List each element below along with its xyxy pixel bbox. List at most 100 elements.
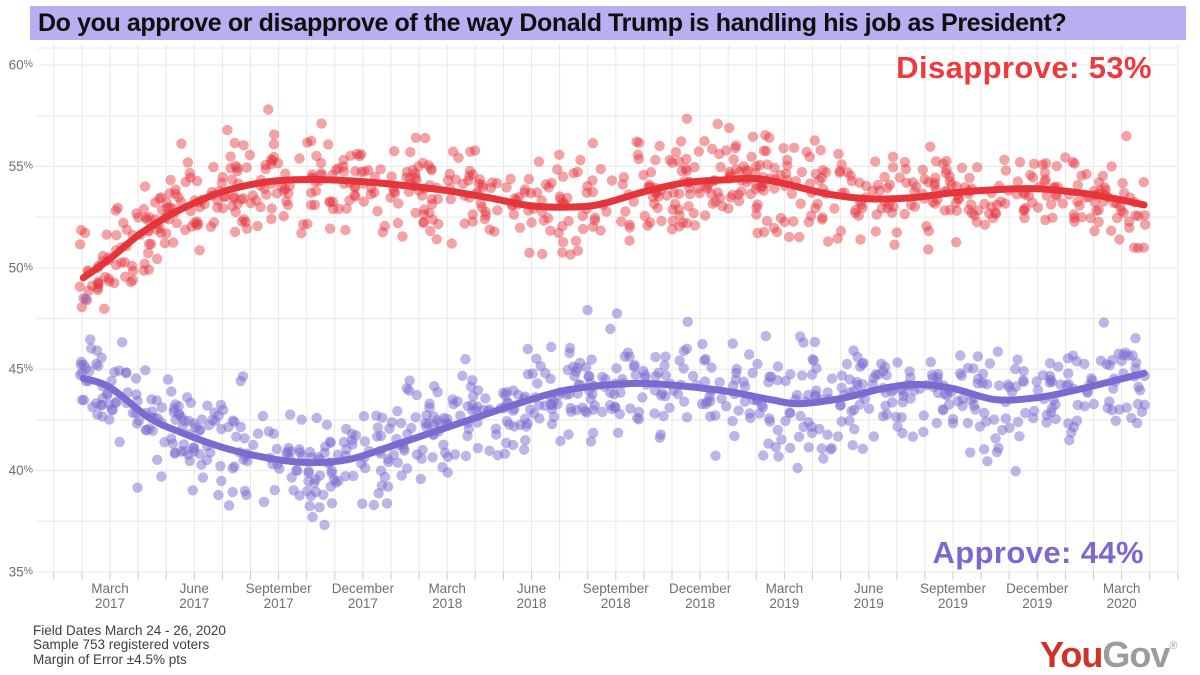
poll-dot bbox=[463, 175, 474, 186]
poll-dot bbox=[832, 233, 843, 244]
poll-dot bbox=[750, 184, 761, 195]
x-axis-tick-month: March bbox=[91, 581, 129, 596]
poll-dot bbox=[689, 162, 700, 173]
poll-dot bbox=[194, 245, 205, 256]
poll-dot bbox=[664, 402, 675, 413]
poll-dot bbox=[109, 367, 120, 378]
poll-dot bbox=[1098, 317, 1110, 328]
poll-dot bbox=[104, 414, 115, 425]
poll-dot bbox=[83, 285, 94, 296]
poll-dot bbox=[476, 202, 488, 213]
poll-dot bbox=[689, 220, 701, 231]
poll-dot bbox=[385, 192, 396, 203]
poll-dot bbox=[418, 209, 430, 220]
poll-metadata: Field Dates March 24 - 26, 2020 Sample 7… bbox=[33, 623, 226, 667]
poll-dot bbox=[294, 444, 305, 455]
poll-dot bbox=[446, 238, 457, 249]
poll-dot bbox=[798, 337, 809, 348]
poll-dot bbox=[1069, 216, 1080, 227]
poll-dot bbox=[870, 226, 881, 237]
poll-dot bbox=[457, 370, 468, 381]
poll-dot bbox=[751, 179, 762, 191]
poll-dot bbox=[103, 273, 114, 284]
poll-dot bbox=[681, 412, 693, 423]
poll-dot bbox=[465, 146, 476, 157]
poll-dot bbox=[872, 179, 884, 191]
poll-dot bbox=[156, 192, 167, 203]
poll-dot bbox=[581, 362, 592, 373]
chart-title-banner: Do you approve or disapprove of the way … bbox=[30, 6, 1186, 40]
poll-dot bbox=[260, 159, 271, 171]
poll-dot bbox=[1133, 242, 1144, 254]
poll-dot bbox=[1088, 398, 1100, 410]
poll-dot bbox=[294, 490, 305, 501]
poll-dot bbox=[350, 191, 361, 202]
x-axis-tick-month: June bbox=[517, 581, 546, 596]
poll-dot bbox=[803, 216, 814, 228]
poll-dot bbox=[801, 146, 812, 158]
poll-dot bbox=[92, 282, 104, 293]
poll-dot bbox=[670, 147, 682, 158]
poll-dot bbox=[822, 236, 834, 247]
poll-dot bbox=[923, 225, 935, 237]
poll-dot bbox=[168, 237, 179, 248]
poll-dot bbox=[85, 334, 96, 345]
poll-dot bbox=[450, 174, 461, 185]
poll-dot bbox=[677, 217, 688, 228]
poll-dot bbox=[654, 140, 665, 152]
poll-dot bbox=[1076, 212, 1088, 223]
poll-dot bbox=[754, 159, 765, 171]
poll-dot bbox=[595, 225, 606, 236]
field-dates: Field Dates March 24 - 26, 2020 bbox=[33, 623, 226, 638]
poll-dot bbox=[283, 188, 294, 199]
poll-dot bbox=[568, 361, 579, 372]
poll-dot bbox=[86, 343, 97, 354]
poll-dot bbox=[379, 471, 391, 483]
poll-dot bbox=[236, 194, 247, 205]
poll-dot bbox=[229, 226, 241, 238]
poll-dot bbox=[889, 239, 900, 250]
poll-dot bbox=[501, 182, 512, 193]
poll-dot bbox=[817, 212, 828, 223]
poll-dot bbox=[143, 247, 154, 259]
poll-dot bbox=[520, 435, 531, 446]
poll-dot bbox=[1028, 158, 1040, 169]
poll-dot bbox=[939, 205, 950, 216]
poll-dot bbox=[679, 396, 690, 407]
poll-dot bbox=[581, 187, 592, 198]
poll-dot bbox=[143, 238, 155, 250]
poll-dot bbox=[442, 175, 454, 186]
poll-dot bbox=[389, 186, 400, 197]
poll-dot bbox=[781, 154, 793, 166]
poll-dot bbox=[639, 210, 650, 222]
poll-dot bbox=[660, 370, 672, 381]
poll-dot bbox=[377, 227, 388, 238]
poll-dot bbox=[425, 163, 437, 174]
poll-dot bbox=[74, 239, 86, 250]
poll-dot bbox=[1099, 182, 1110, 193]
y-axis-tick-label: 35% bbox=[9, 565, 33, 580]
poll-dot bbox=[1069, 158, 1080, 169]
poll-dot bbox=[93, 360, 104, 372]
poll-dot bbox=[1000, 413, 1011, 424]
poll-dot bbox=[836, 416, 847, 427]
y-axis-tick-label: 45% bbox=[9, 362, 33, 377]
poll-dot bbox=[688, 208, 699, 219]
poll-dot bbox=[417, 157, 429, 169]
poll-dot bbox=[205, 221, 217, 232]
poll-dot bbox=[637, 392, 648, 403]
poll-dot bbox=[226, 174, 238, 185]
x-axis-tick-month: September bbox=[246, 581, 313, 596]
poll-dot bbox=[296, 228, 307, 239]
poll-dot bbox=[93, 276, 104, 287]
poll-dot bbox=[587, 186, 599, 198]
poll-dot bbox=[79, 227, 91, 239]
margin-of-error: Margin of Error ±4.5% pts bbox=[33, 651, 187, 667]
poll-dot bbox=[546, 341, 557, 353]
poll-dot bbox=[747, 367, 758, 379]
poll-dot bbox=[1118, 207, 1129, 218]
poll-dot bbox=[667, 204, 678, 215]
poll-dot bbox=[164, 188, 175, 199]
poll-dot bbox=[680, 163, 691, 174]
poll-dot bbox=[268, 139, 280, 150]
